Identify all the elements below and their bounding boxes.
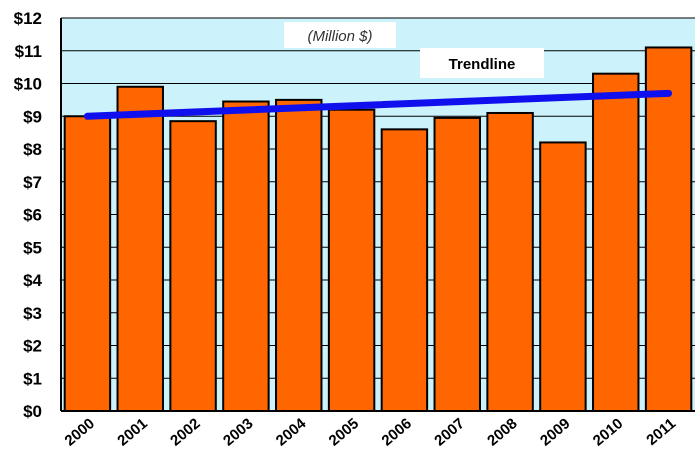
bar (169, 120, 217, 412)
bar (327, 108, 376, 412)
x-tick-label: 2011 (643, 415, 679, 449)
bar (592, 72, 640, 413)
unit-label: (Million $) (307, 28, 372, 45)
x-tick-label: 2002 (167, 415, 203, 449)
y-tick-label: $2 (23, 337, 42, 356)
y-tick-label: $7 (23, 173, 42, 192)
x-tick-label: 2009 (537, 415, 573, 449)
bar (539, 141, 587, 412)
bar (222, 100, 270, 412)
trendline-label-box: Trendline (420, 48, 544, 78)
y-tick-label: $3 (23, 304, 42, 323)
trendline-label: Trendline (449, 56, 516, 73)
bars (63, 46, 693, 413)
x-tick-label: 2006 (378, 415, 414, 449)
bar (275, 98, 323, 412)
x-tick-label: 2003 (220, 415, 256, 449)
x-tick-label: 2007 (431, 415, 467, 449)
x-tick-label: 2010 (590, 415, 626, 449)
y-tick-label: $9 (23, 107, 42, 126)
bar (486, 111, 534, 412)
y-tick-label: $12 (14, 9, 42, 28)
bar (380, 128, 429, 412)
x-tick-label: 2005 (326, 415, 362, 449)
bar (116, 85, 164, 413)
y-tick-label: $5 (23, 238, 42, 257)
y-axis-labels: $0 $1 $2 $3 $4 $5 $6 $7 $8 $9 $10 $11 $12 (14, 9, 43, 421)
trendline (83, 89, 673, 120)
unit-label-box: (Million $) (284, 22, 396, 48)
bar (63, 115, 112, 412)
x-tick-label: 2000 (61, 415, 97, 449)
x-axis-labels: 2000 2001 2002 2003 2004 2005 2006 2007 2008 2009… (61, 415, 679, 450)
bar (433, 116, 481, 412)
y-tick-label: $8 (23, 140, 42, 159)
y-tick-label: $4 (23, 271, 42, 290)
y-tick-label: $6 (23, 206, 42, 225)
x-tick-label: 2001 (114, 415, 150, 449)
y-tick-label: $1 (23, 369, 42, 388)
y-tick-label: $0 (23, 402, 42, 421)
bar (644, 46, 693, 412)
x-tick-label: 2008 (484, 415, 520, 449)
x-tick-label: 2004 (273, 415, 310, 450)
y-tick-label: $11 (15, 42, 42, 61)
y-tick-label: $10 (14, 75, 42, 94)
